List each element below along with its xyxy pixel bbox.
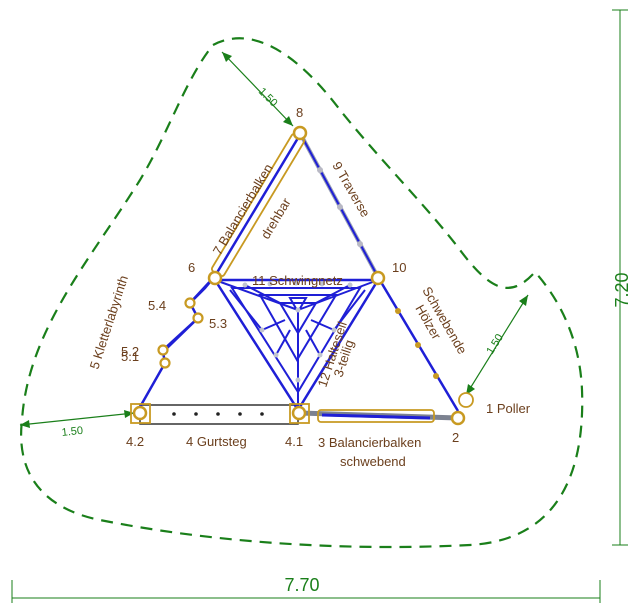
post-5-2 xyxy=(157,344,169,356)
clearance-top: 1.50 xyxy=(221,51,294,127)
post-8 xyxy=(292,125,308,141)
label-balancier-schwebend-2: schwebend xyxy=(340,454,406,469)
width-dimension: 7.70 xyxy=(11,575,601,603)
label-schwingnetz: 11 Schwingnetz xyxy=(252,273,343,288)
label-node-5-2: 5.2 xyxy=(121,344,139,359)
swing-net-rings xyxy=(242,280,353,383)
label-poller: 1 Poller xyxy=(486,401,531,416)
clearance-left: 1.50 xyxy=(19,410,135,439)
post-5-3 xyxy=(192,312,204,324)
post-5-4 xyxy=(184,297,196,309)
bollard xyxy=(458,392,474,408)
post-5-1 xyxy=(159,357,171,369)
post-4-2 xyxy=(130,403,151,424)
swing-net xyxy=(212,278,381,413)
label-node-5-3: 5.3 xyxy=(209,316,227,331)
label-traverse: 9 Traverse xyxy=(329,159,373,220)
clearance-left-label: 1.50 xyxy=(61,425,84,439)
floating-beam xyxy=(299,409,459,423)
label-node-4-1: 4.1 xyxy=(285,434,303,449)
label-node-4-2: 4.2 xyxy=(126,434,144,449)
label-node-6: 6 xyxy=(188,260,195,275)
label-node-10: 10 xyxy=(392,260,406,275)
clearance-top-label: 1.50 xyxy=(256,86,280,110)
label-balancier-schwebend-1: 3 Balancierbalken xyxy=(318,435,421,450)
label-node-8: 8 xyxy=(296,105,303,120)
post-2 xyxy=(450,410,466,426)
label-gurtsteg: 4 Gurtsteg xyxy=(186,434,247,449)
clearance-right: 1.50 xyxy=(465,294,529,396)
floating-logs-rope xyxy=(376,276,460,412)
post-10 xyxy=(370,270,386,286)
webbing-bridge xyxy=(139,404,299,425)
label-balancier-drehbar-2: drehbar xyxy=(258,195,294,242)
label-node-2: 2 xyxy=(452,430,459,445)
width-dimension-label: 7.70 xyxy=(284,575,319,595)
height-dimension: 7.20 xyxy=(612,9,632,546)
height-dimension-label: 7.20 xyxy=(612,272,632,307)
post-4-1 xyxy=(289,403,310,424)
traverse-rope xyxy=(298,132,380,278)
label-node-5-1: 5.1 xyxy=(121,349,139,364)
climbing-labyrinth xyxy=(138,275,216,408)
label-node-5-4: 5.4 xyxy=(148,298,166,313)
post-6 xyxy=(207,270,223,286)
safety-zone-outline xyxy=(20,37,584,549)
